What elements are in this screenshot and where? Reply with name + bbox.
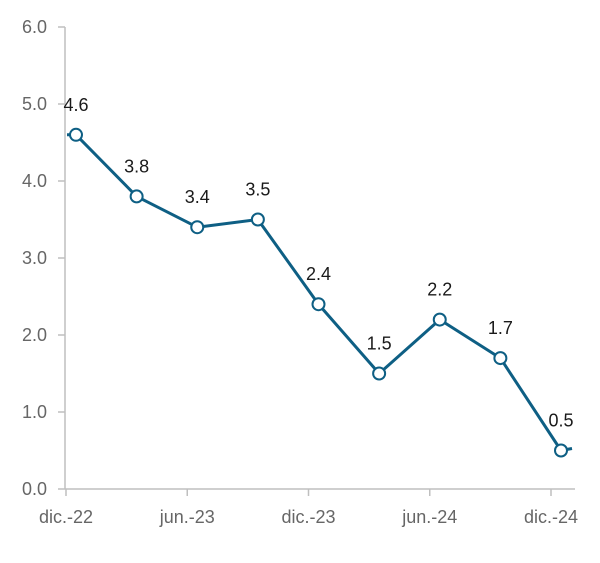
data-point-marker: [250, 212, 265, 227]
data-label: 3.4: [185, 187, 210, 207]
y-tick-label: 6.0: [22, 17, 47, 37]
data-point-marker: [69, 127, 83, 142]
data-label-layer: 4.6 3.8 3.4 3.5 2.4 1.5 2.2 1.7 0.5: [63, 95, 573, 431]
data-label: 1.5: [367, 334, 392, 354]
x-tick-label: jun.-24: [401, 507, 457, 527]
data-point-marker: [190, 220, 205, 235]
y-tick-label: 0.0: [22, 479, 47, 499]
data-point-marker: [432, 312, 447, 327]
data-point-marker: [554, 443, 568, 458]
x-tick-label: dic.-22: [39, 507, 93, 527]
x-tick-label: dic.-24: [524, 507, 578, 527]
data-point-marker: [493, 351, 508, 366]
data-point-marker: [311, 297, 326, 312]
x-tick-label: jun.-23: [159, 507, 215, 527]
y-tick-label: 5.0: [22, 94, 47, 114]
x-tick-label: dic.-23: [281, 507, 335, 527]
y-tick-label: 4.0: [22, 171, 47, 191]
data-label: 3.8: [124, 156, 149, 176]
data-label: 2.2: [427, 280, 452, 300]
data-point-marker: [129, 189, 144, 204]
data-label: 0.5: [548, 411, 573, 431]
data-label: 4.6: [63, 95, 88, 115]
data-point-marker: [372, 366, 387, 381]
x-axis: dic.-22 jun.-23 dic.-23 jun.-24 dic.-24: [39, 488, 578, 527]
data-label: 1.7: [488, 318, 513, 338]
y-axis: 0.0 1.0 2.0 3.0 4.0 5.0 6.0: [22, 17, 66, 499]
y-tick-label: 1.0: [22, 402, 47, 422]
data-label: 2.4: [306, 264, 331, 284]
y-tick-label: 2.0: [22, 325, 47, 345]
data-label: 3.5: [245, 180, 270, 200]
y-tick-label: 3.0: [22, 248, 47, 268]
series-layer: [67, 127, 573, 458]
series-line: [67, 133, 573, 452]
